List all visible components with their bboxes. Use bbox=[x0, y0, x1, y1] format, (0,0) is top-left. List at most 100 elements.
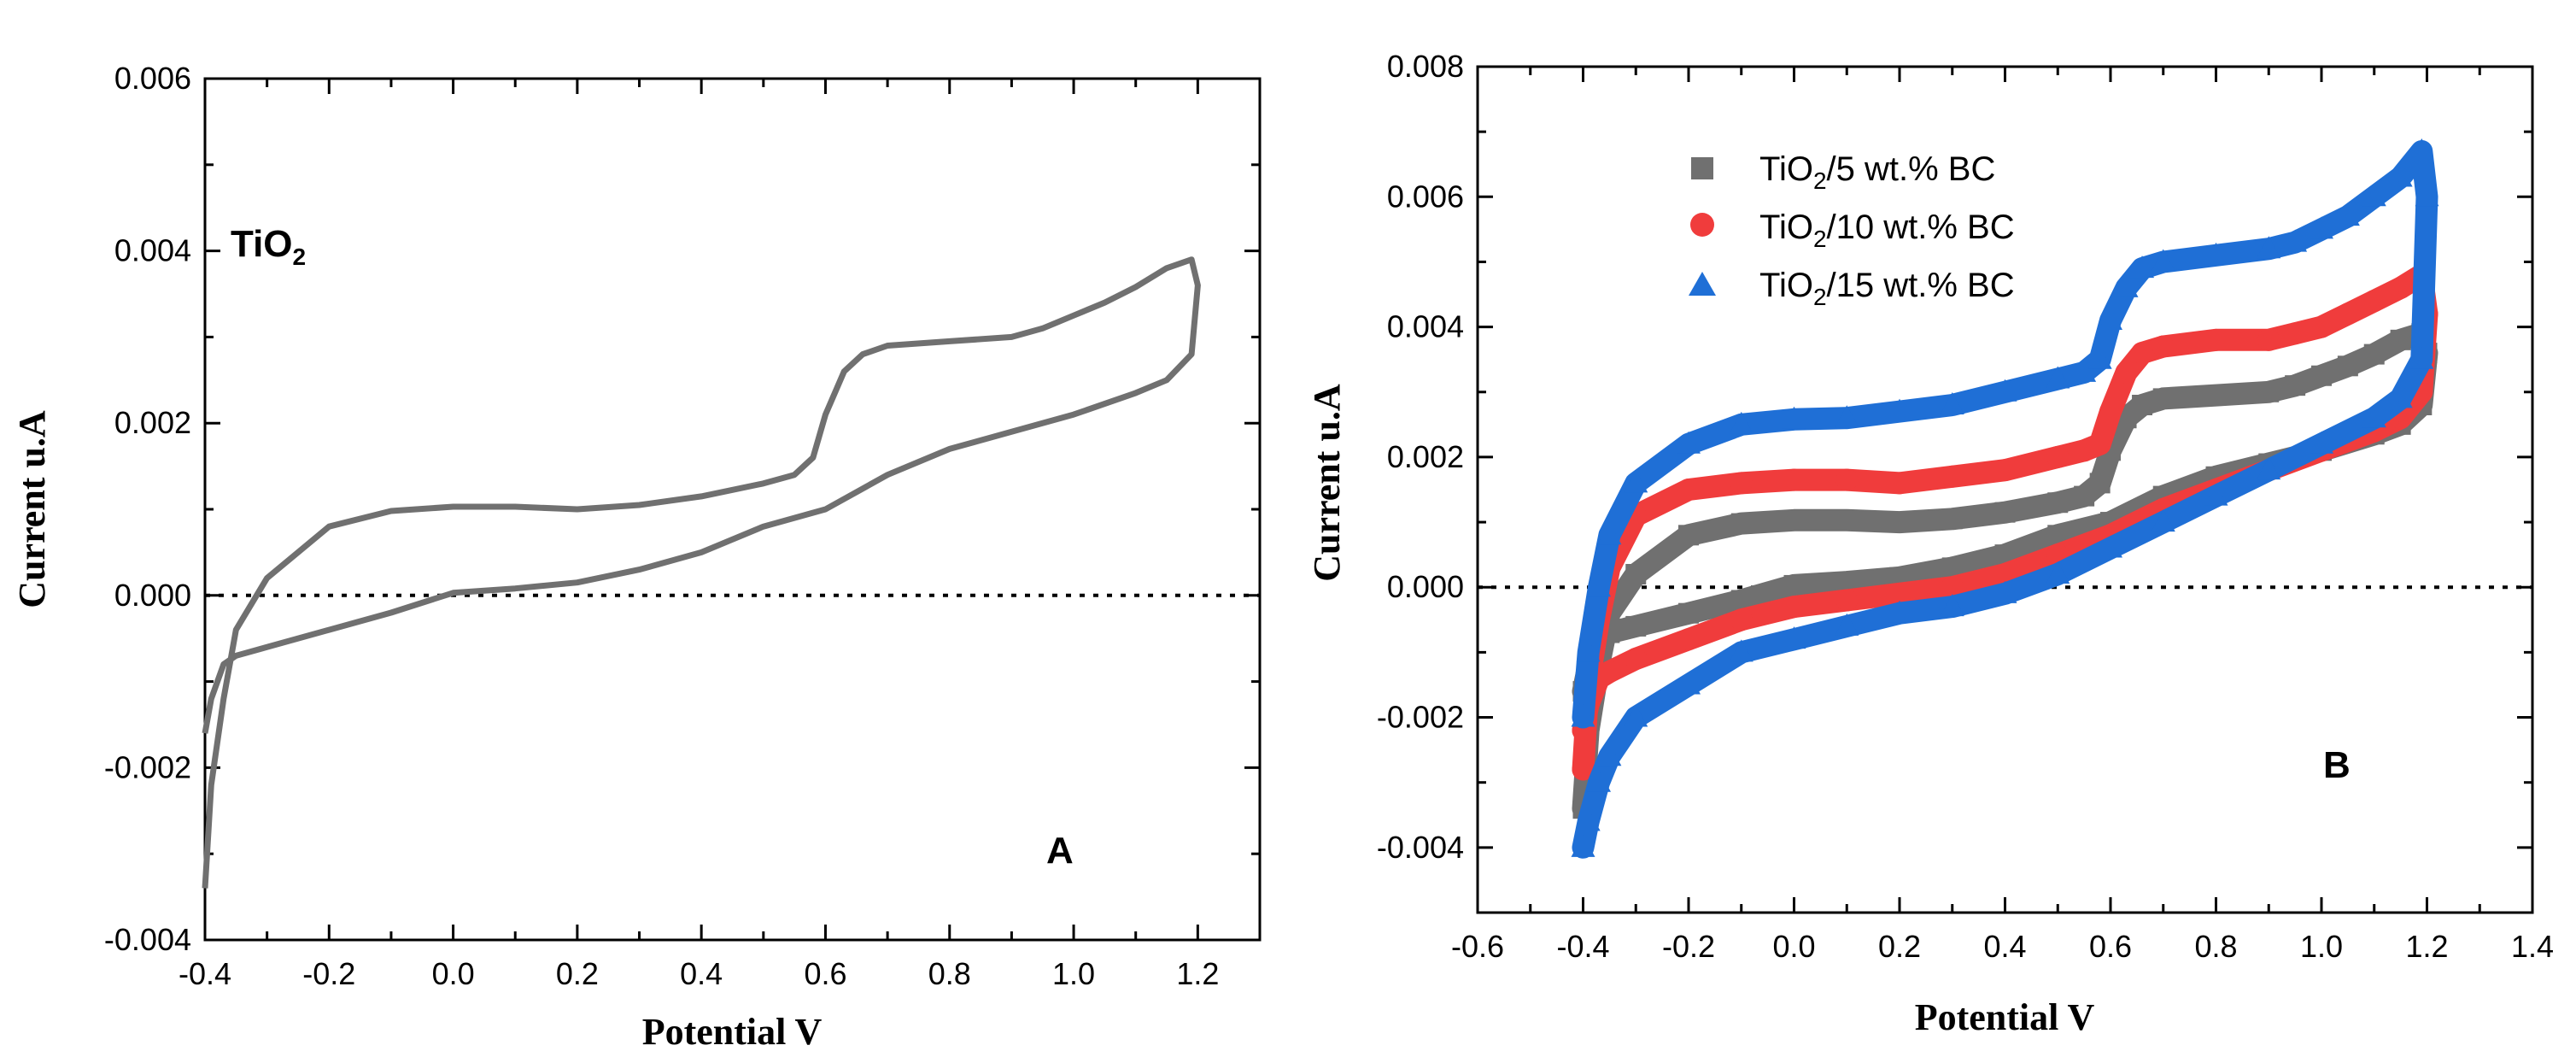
series-tio2-10-wt-bc-point bbox=[2310, 315, 2333, 338]
series-tio2-10-wt-bc-point bbox=[1783, 468, 1806, 491]
series-tio2-5-wt-bc-point bbox=[1783, 509, 1805, 531]
y-axis-label-a: Current u.A bbox=[11, 410, 53, 608]
series-tio2-10-wt-bc-point bbox=[2131, 342, 2154, 365]
y-axis-label-b: Current u.A bbox=[1306, 384, 1348, 582]
y-tick-label-b: 0.008 bbox=[1387, 49, 1464, 84]
chart-panel-a: -0.4 -0.2 0.0 0.2 0.4 0.6 0.8 1.0 1.2 -0.004 -0.00… bbox=[11, 61, 1262, 1053]
series-tio2-15-wt-bc-point bbox=[1624, 470, 1648, 493]
series-tio2-5-wt-bc-point bbox=[2205, 385, 2227, 406]
series-tio2-10-wt-bc-point bbox=[1941, 576, 1964, 599]
series-tio2-10-wt-bc-point bbox=[2257, 328, 2280, 351]
series-tio2-15-wt-bc-point bbox=[1993, 580, 2017, 603]
series-tio2-5-wt-bc-point bbox=[1678, 525, 1699, 546]
series-tio2-15-wt-bc-point bbox=[1729, 411, 1753, 434]
x-tick-label-b: 1.2 bbox=[2405, 929, 2448, 964]
series-tio2-10-wt-bc-point bbox=[2204, 328, 2228, 351]
y-tick-label-b: -0.002 bbox=[1377, 700, 1464, 735]
series-tio2-5-wt-bc-point bbox=[1678, 602, 1699, 624]
series-tio2-5-wt-bc-point bbox=[1783, 574, 1805, 596]
legend-marker-5wt bbox=[1691, 157, 1713, 179]
series-tio2-10-wt-bc-point bbox=[2088, 432, 2111, 455]
series-tio2-5-wt-bc-point bbox=[2258, 381, 2280, 402]
series-tio2-5-wt-bc-point bbox=[1730, 513, 1752, 534]
series-tio2-15-wt-bc-point bbox=[2099, 308, 2122, 330]
legend-label-10wt: TiO2/10 wt.% BC bbox=[1759, 208, 2015, 252]
series-tio2-10-wt-bc-point bbox=[1783, 596, 1806, 619]
legend-marker-10wt bbox=[1690, 213, 1714, 237]
x-tick-label-b: 0.4 bbox=[1983, 929, 2026, 964]
series-tio2-15-wt-bc-point bbox=[2283, 229, 2308, 252]
series-tio2-15-wt-bc-point bbox=[2130, 255, 2155, 279]
series-tio2-5-wt-bc-point bbox=[1836, 509, 1858, 531]
x-axis-label-a: Potential V bbox=[642, 1011, 823, 1053]
series-tio2-15-wt-bc-point bbox=[1782, 406, 1806, 429]
x-tick-label-b: -0.2 bbox=[1662, 929, 1715, 964]
y-tick-label-b: 0.004 bbox=[1387, 309, 1464, 344]
series-tio2-15-wt-bc-point bbox=[1993, 379, 2017, 402]
x-tick-label-a: -0.2 bbox=[302, 956, 355, 991]
series-tio2-15-wt-bc-point bbox=[1571, 704, 1595, 727]
ticks-b: -0.6 -0.4 -0.2 0.0 0.2 0.4 0.6 0.8 1.0 1.2 1.4 -0.0… bbox=[1377, 49, 2554, 964]
panel-label-b: B bbox=[2323, 744, 2351, 786]
y-tick-label-a: 0.006 bbox=[114, 61, 191, 96]
x-tick-label-a: 0.2 bbox=[556, 956, 599, 991]
series-tio2-15-wt-bc-point bbox=[2257, 457, 2281, 480]
series-tio2-10-wt-bc-point bbox=[1677, 628, 1700, 651]
series-tio2-15-wt-bc-point bbox=[1940, 392, 1964, 414]
legend-b: TiO2/5 wt.% BC TiO2/10 wt.% BC TiO2/15 w… bbox=[1689, 150, 2015, 310]
series-tio2-15-wt-bc-point bbox=[2072, 359, 2097, 382]
series-tio2-15-wt-bc-point bbox=[2335, 203, 2360, 226]
series-tio2-15-wt-bc-point bbox=[1940, 594, 1964, 617]
panel-label-a: A bbox=[1046, 830, 1074, 872]
series-tio2-10-wt-bc-point bbox=[1888, 472, 1911, 495]
series-tio2-15-wt-bc-point bbox=[1677, 431, 1701, 454]
data-a bbox=[202, 256, 1260, 889]
y-tick-label-a: 0.002 bbox=[114, 405, 191, 440]
series-tio2-15-wt-bc-point bbox=[2151, 249, 2175, 272]
y-tick-label-b: 0.000 bbox=[1387, 569, 1464, 604]
series-tio2-10-wt-bc-point bbox=[2152, 335, 2175, 358]
x-tick-label-b: 0.6 bbox=[2089, 929, 2132, 964]
series-tio2-10-wt-bc-point bbox=[2389, 276, 2412, 299]
series-tio2-5-wt-bc-point bbox=[2363, 344, 2385, 365]
series-tio2-5-wt-bc-point bbox=[1625, 564, 1647, 584]
series-tio2-15-wt-bc-point bbox=[2409, 138, 2434, 161]
series-tio2-15-wt-bc-point bbox=[1729, 639, 1753, 662]
annotation-tio2: TiO2 bbox=[231, 223, 306, 270]
series-tio2-15-wt-bc-point bbox=[1571, 834, 1595, 857]
x-tick-label-a: 1.0 bbox=[1052, 956, 1095, 991]
series-tio2-5-wt-bc-point bbox=[2311, 365, 2332, 386]
x-tick-label-a: -0.4 bbox=[179, 956, 231, 991]
series-tio2-10-wt-bc-point bbox=[1835, 589, 1859, 612]
series-tio2-line bbox=[202, 256, 1201, 889]
series-tio2-10-wt-bc-point bbox=[1730, 608, 1753, 631]
plot-frame-a bbox=[203, 77, 1262, 942]
series-tio2-5-wt-bc-point bbox=[1994, 502, 2016, 523]
series-tio2-5-wt-bc-point bbox=[1889, 512, 1910, 533]
series-tio2-10-wt-bc-point bbox=[2046, 445, 2070, 468]
series-tio2-5-wt-bc-point bbox=[2089, 473, 2111, 494]
data-b bbox=[1478, 138, 2532, 859]
series-tio2-15-wt-bc-point bbox=[2388, 164, 2413, 187]
series-tio2-10-wt-bc-point bbox=[2336, 302, 2359, 326]
series-tio2-15-wt-bc-point bbox=[2114, 274, 2139, 297]
series-tio2-5-wt-bc-point bbox=[1941, 508, 1963, 530]
series-tio2-10-wt-bc-point bbox=[1888, 582, 1911, 605]
y-tick-label-b: 0.002 bbox=[1387, 439, 1464, 474]
series-tio2-10-wt-bc-point bbox=[1993, 459, 2017, 482]
series-tio2-15-wt-bc-point bbox=[2087, 346, 2112, 369]
series-tio2-15-wt-bc-point bbox=[1835, 613, 1859, 636]
chart-panel-b: -0.6 -0.4 -0.2 0.0 0.2 0.4 0.6 0.8 1.0 1.2 1.4 -0.0… bbox=[1306, 49, 2554, 1038]
series-tio2-15-wt-bc-point bbox=[2362, 184, 2386, 207]
x-tick-label-b: -0.6 bbox=[1451, 929, 1504, 964]
y-tick-label-a: -0.004 bbox=[104, 922, 191, 957]
series-tio2-15-wt-bc-point bbox=[2151, 509, 2175, 532]
series-tio2-10-wt-bc-point bbox=[2099, 400, 2122, 423]
series-tio2-15-wt-bc-point bbox=[1624, 704, 1648, 727]
series-tio2-15-wt-bc-point bbox=[1576, 808, 1601, 831]
x-tick-label-b: 0.2 bbox=[1878, 929, 1921, 964]
series-tio2-15-wt-bc-band bbox=[1572, 140, 2438, 859]
series-tio2-15-wt-bc-point bbox=[1576, 639, 1601, 662]
legend-label-15wt: TiO2/15 wt.% BC bbox=[1759, 267, 2015, 310]
